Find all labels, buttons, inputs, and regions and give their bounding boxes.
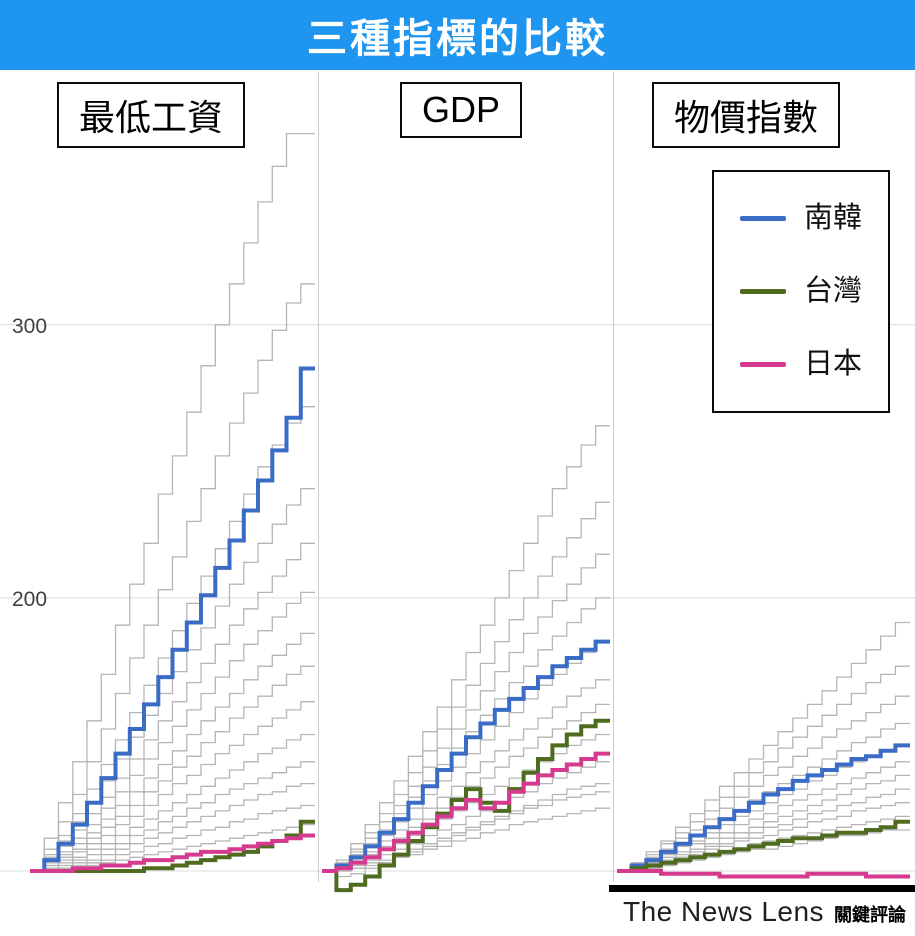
series-line-日本 (617, 869, 910, 879)
background-line (322, 553, 610, 872)
chart-region: 最低工資 GDP 物價指數 300 200 南韓 台灣 日本 (0, 70, 915, 896)
background-line (322, 782, 610, 872)
news-lens-logo: The News Lens 關鍵評論 (609, 885, 915, 936)
background-line (617, 621, 910, 872)
series-line-台灣 (322, 718, 610, 893)
brand-name-en: The News Lens (623, 896, 825, 927)
background-line (322, 425, 610, 872)
page-title: 三種指標的比較 (307, 17, 608, 61)
legend-item-taiwan: 台灣 (739, 275, 862, 307)
legend-swatch-taiwan (739, 289, 786, 294)
background-line (322, 679, 610, 872)
series-line-日本 (30, 833, 315, 873)
legend-label-taiwan: 台灣 (803, 275, 862, 307)
series-line-南韓 (30, 366, 315, 873)
background-line (617, 829, 910, 872)
legend-item-south-korea: 南韓 (739, 202, 862, 234)
y-tick-200: 200 (12, 588, 48, 611)
legend-swatch-japan (739, 362, 786, 367)
background-line (30, 488, 315, 872)
background-line (322, 501, 610, 872)
background-line (30, 782, 315, 872)
series-line-南韓 (617, 743, 910, 873)
legend-label-japan: 日本 (803, 348, 862, 380)
legend-item-japan: 日本 (739, 348, 862, 380)
legend: 南韓 台灣 日本 (711, 170, 890, 413)
background-line (30, 761, 315, 872)
panel-title-price-index: 物價指數 (652, 82, 841, 148)
background-line (30, 701, 315, 872)
banner: 三種指標的比較 (0, 0, 915, 70)
background-line (30, 132, 315, 872)
background-line (617, 788, 910, 872)
series-line-日本 (322, 751, 610, 873)
background-line (30, 283, 315, 872)
comparison-chart (0, 72, 915, 893)
background-line (617, 744, 910, 872)
background-line (322, 791, 610, 878)
series-line-南韓 (322, 639, 610, 873)
background-line (30, 542, 315, 872)
background-line (30, 804, 315, 872)
panel-title-gdp: GDP (400, 82, 523, 138)
background-line (30, 406, 315, 872)
y-tick-300: 300 (12, 315, 48, 338)
panel-title-minimum-wage: 最低工資 (57, 82, 246, 148)
legend-label-south-korea: 南韓 (803, 202, 862, 234)
brand-name-zh: 關鍵評論 (834, 905, 907, 925)
background-line (617, 695, 910, 872)
background-line (30, 823, 315, 872)
background-line (30, 632, 315, 872)
background-line (30, 665, 315, 872)
background-line (617, 761, 910, 872)
background-line (322, 761, 610, 872)
series-line-台灣 (617, 819, 910, 873)
background-line (30, 733, 315, 872)
legend-swatch-south-korea (739, 216, 786, 221)
background-line (617, 665, 910, 872)
background-line (30, 591, 315, 872)
